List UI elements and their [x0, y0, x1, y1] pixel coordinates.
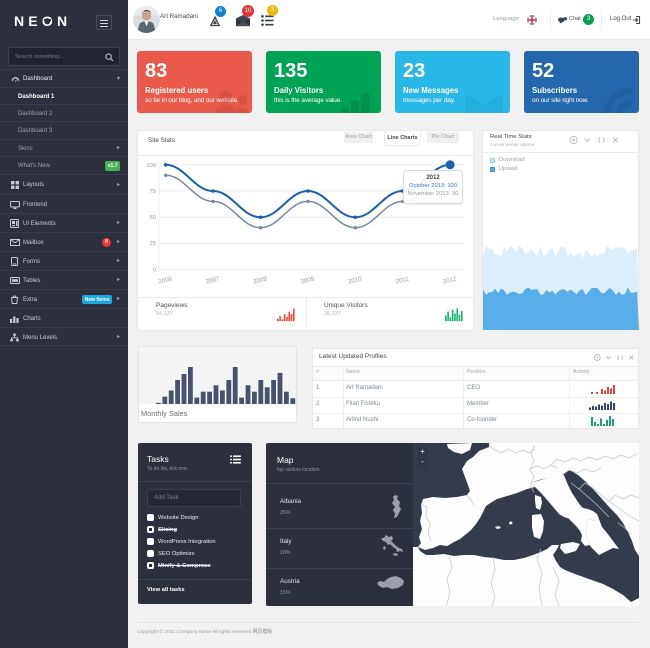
svg-text:50: 50: [150, 215, 156, 221]
svg-text:2008: 2008: [253, 275, 269, 285]
svg-text:2011: 2011: [395, 275, 410, 285]
svg-text:2007: 2007: [205, 275, 221, 285]
svg-text:2012: 2012: [442, 275, 458, 285]
svg-text:2006: 2006: [158, 275, 174, 285]
svg-text:0: 0: [153, 268, 156, 274]
svg-text:2010: 2010: [347, 275, 363, 285]
svg-text:25: 25: [150, 241, 156, 247]
svg-text:2009: 2009: [300, 275, 316, 285]
svg-text:75: 75: [150, 189, 156, 195]
svg-text:100: 100: [146, 163, 156, 169]
